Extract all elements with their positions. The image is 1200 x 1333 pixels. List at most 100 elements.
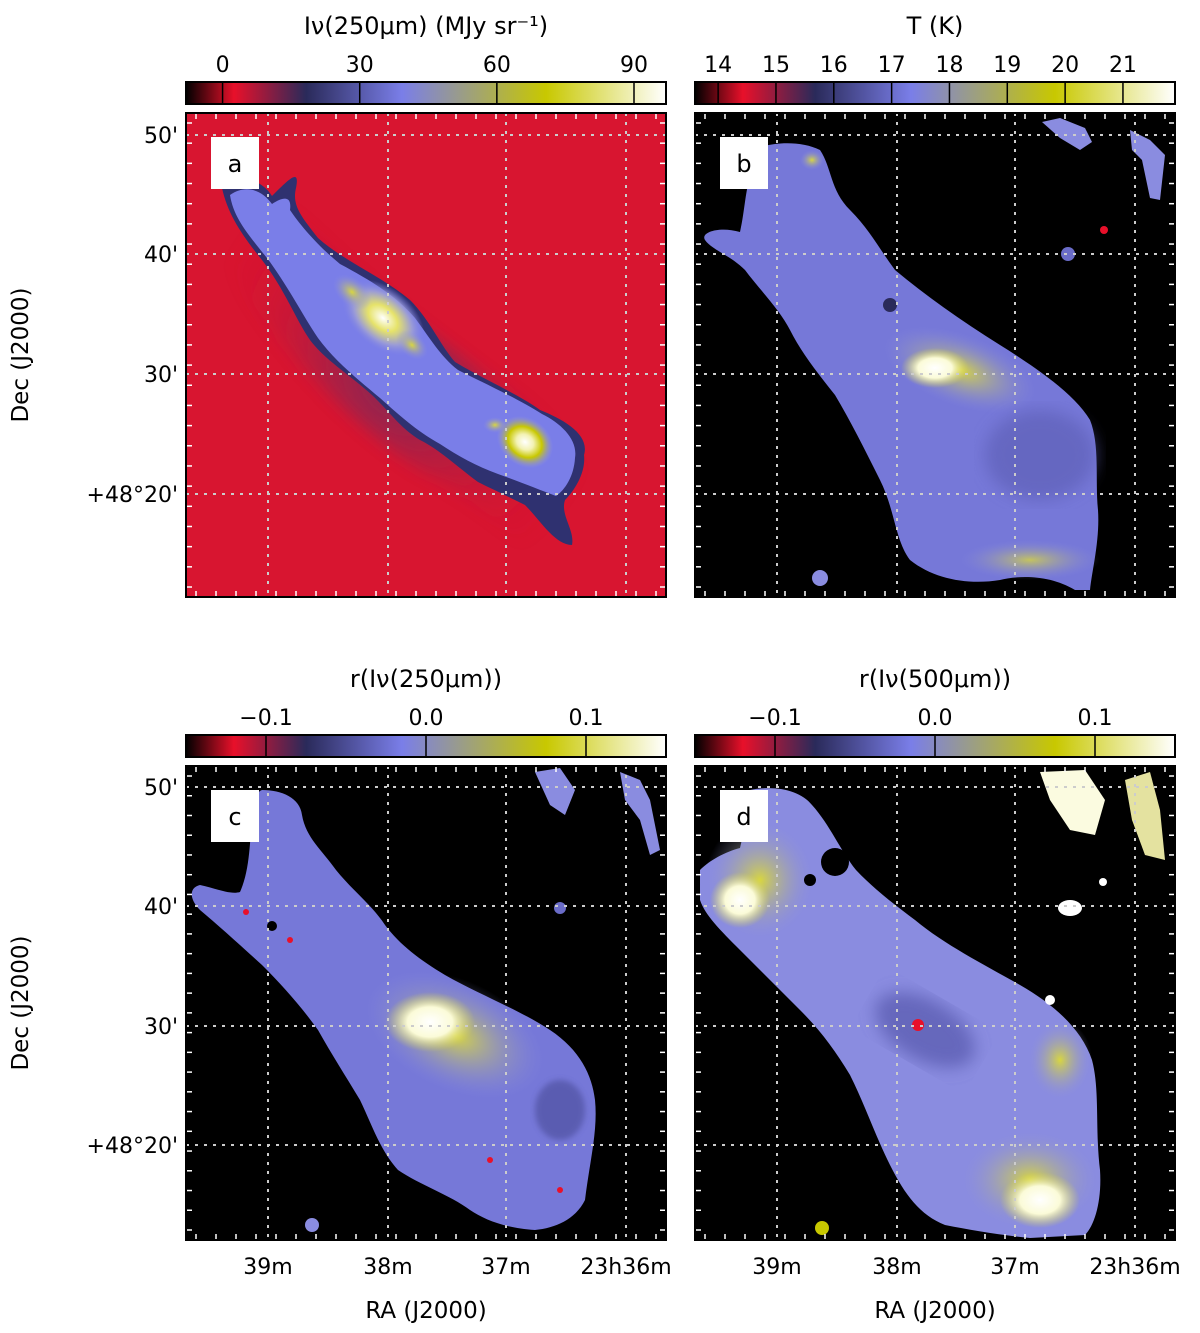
warm-edge-b [960, 540, 1100, 580]
colorbar-tick-label-b: 20 [1051, 53, 1079, 78]
patch-2-b [1130, 130, 1165, 200]
colorbar-tick-label-b: 21 [1109, 53, 1137, 78]
ytick-label-c: 30' [144, 1015, 178, 1040]
colorbar-tick-label-c: −0.1 [239, 706, 292, 731]
panel-a [186, 113, 666, 597]
red-spot-4-c [557, 1187, 563, 1193]
colorbar-tick-label-d: 0.0 [918, 706, 953, 731]
panel-b [695, 113, 1175, 597]
colorbar-tick-label-a: 90 [620, 53, 648, 78]
panel-letter-c: c [228, 803, 241, 831]
cool-region-b [985, 410, 1095, 500]
ylabel-a: Dec (J2000) [8, 287, 34, 422]
xlabel-c: RA (J2000) [365, 1298, 486, 1324]
colorbar-tick-label-a: 60 [483, 53, 511, 78]
panel-letter-box-c [211, 790, 259, 842]
hole-c [267, 921, 277, 931]
colorbar-d: −0.1 0.0 0.1 r(Iν(500μm)) [694, 665, 1176, 758]
patch-4-d [1099, 878, 1107, 886]
xtick-label-c: 37m [481, 1255, 530, 1280]
patch-3-d [1058, 900, 1082, 916]
patch-3-c [554, 902, 566, 914]
bright-core-3-a [496, 415, 554, 469]
bright-core-4-a [396, 330, 428, 360]
colorbar-tick-label-c: 0.0 [409, 706, 444, 731]
colorbar-tick-label-b: 15 [762, 53, 790, 78]
ytick-label-a: +48°20' [87, 483, 178, 508]
colorbar-tick-label-c: 0.1 [569, 706, 604, 731]
warm-region-3-d [1028, 1020, 1092, 1100]
xtick-label-d: 38m [872, 1255, 921, 1280]
panel-letter-box-a [211, 137, 259, 189]
colorbar-tick-label-a: 0 [216, 53, 230, 78]
colorbar-a: 0 30 60 90 Iν(250μm) (MJy sr⁻¹) [185, 12, 667, 105]
cool-channel-d [875, 992, 975, 1068]
red-spot-2-c [287, 937, 293, 943]
red-spot-1-c [243, 909, 249, 915]
ytick-label-a: 40' [144, 243, 178, 268]
colorbar-gradient-b [694, 81, 1176, 105]
colorbar-tick-label-d: 0.1 [1078, 706, 1113, 731]
colorbar-title-d: r(Iν(500μm)) [859, 665, 1011, 693]
colorbar-c: −0.1 0.0 0.1 r(Iν(250μm)) [185, 665, 667, 758]
hot-core-b [901, 348, 969, 388]
panel-letter-a: a [228, 150, 243, 178]
colorbar-tick-label-b: 18 [935, 53, 963, 78]
xtick-label-c: 39m [243, 1255, 292, 1280]
panel-c [186, 766, 666, 1240]
colorbar-title-a: Iν(250μm) (MJy sr⁻¹) [304, 12, 548, 40]
axes-overlay: a 50' 40' 30' +48°20' Dec (J2000) b c 50' 40' 30' +… [8, 112, 1181, 1324]
colorbar-tick-label-b: 17 [878, 53, 906, 78]
colorbar-title-c: r(Iν(250μm)) [350, 665, 502, 693]
ytick-label-c: 50' [144, 776, 178, 801]
red-core-d [912, 1019, 924, 1031]
xtick-label-d: 37m [990, 1255, 1039, 1280]
panel-frame-d [694, 765, 1176, 1241]
warm-spot-b [800, 150, 824, 170]
patch-6-d [815, 1221, 829, 1235]
colorbar-tick-label-a: 30 [346, 53, 374, 78]
patch-1-c [535, 768, 575, 815]
patch-5-d [1045, 995, 1055, 1005]
red-spot-3-c [487, 1157, 493, 1163]
panel-d [695, 766, 1175, 1240]
ylabel-c: Dec (J2000) [8, 935, 34, 1070]
patch-4-b [1100, 226, 1108, 234]
white-region-2-d [1000, 1172, 1080, 1228]
colorbar-title-b: T (K) [906, 12, 964, 40]
hole-1-d [821, 848, 849, 876]
patch-4-c [305, 1218, 319, 1232]
colorbar-tick-label-d: −0.1 [748, 706, 801, 731]
ytick-label-a: 30' [144, 363, 178, 388]
xtick-label-c: 23h36m [580, 1255, 671, 1280]
colorbar-b: 14 15 16 17 18 19 20 21 T (K) [694, 12, 1176, 105]
colorbar-gradient-a [185, 81, 667, 105]
panel-letter-box-b [720, 137, 768, 189]
panel-frame-c [185, 765, 667, 1241]
panel-frame-b [694, 112, 1176, 598]
white-region-1-d [710, 872, 770, 928]
colorbar-tick-label-b: 16 [820, 53, 848, 78]
bright-core-2-a [332, 274, 372, 310]
patch-3-b [1061, 247, 1075, 261]
patch-5-b [812, 570, 828, 586]
panel-letter-b: b [736, 150, 751, 178]
patch-2-c [620, 772, 660, 855]
panel-letter-box-d [720, 790, 768, 842]
xtick-label-d: 23h36m [1089, 1255, 1180, 1280]
xlabel-d: RA (J2000) [874, 1298, 995, 1324]
hole-2-d [804, 874, 816, 886]
ytick-label-c: 40' [144, 895, 178, 920]
ytick-label-a: 50' [144, 124, 178, 149]
panel-frame-a [185, 112, 667, 598]
hot-core-c [385, 992, 475, 1052]
panel-letter-d: d [736, 803, 751, 831]
colorbar-tick-label-b: 19 [993, 53, 1021, 78]
cool-patch-c [535, 1080, 585, 1140]
colorbar-tick-label-b: 14 [704, 53, 732, 78]
cold-spot-b [883, 298, 897, 312]
xtick-label-c: 38m [363, 1255, 412, 1280]
xtick-label-d: 39m [752, 1255, 801, 1280]
bright-core-5-a [483, 417, 507, 433]
